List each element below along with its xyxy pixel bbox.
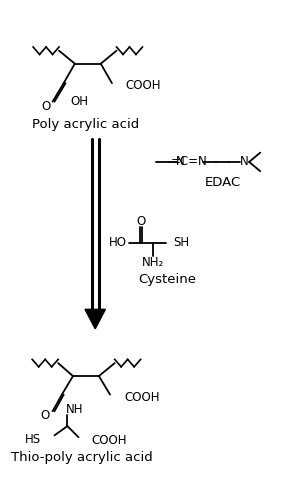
Polygon shape	[85, 310, 105, 329]
Text: HO: HO	[109, 236, 127, 249]
Text: EDAC: EDAC	[205, 176, 241, 189]
Text: HS: HS	[25, 432, 41, 446]
Text: N: N	[176, 156, 185, 168]
Text: SH: SH	[173, 236, 189, 249]
Text: N: N	[240, 156, 249, 168]
Text: COOH: COOH	[91, 434, 127, 448]
Text: O: O	[41, 410, 50, 422]
Text: COOH: COOH	[126, 80, 161, 92]
Text: O: O	[41, 100, 51, 113]
Text: OH: OH	[70, 95, 88, 108]
Text: NH₂: NH₂	[142, 256, 164, 268]
Text: Thio-poly acrylic acid: Thio-poly acrylic acid	[11, 451, 153, 464]
Text: COOH: COOH	[124, 391, 159, 404]
Text: Cysteine: Cysteine	[138, 273, 197, 286]
Text: Poly acrylic acid: Poly acrylic acid	[32, 118, 140, 132]
Text: =C=N: =C=N	[170, 156, 207, 168]
Text: NH: NH	[65, 403, 83, 416]
Text: O: O	[136, 215, 145, 228]
